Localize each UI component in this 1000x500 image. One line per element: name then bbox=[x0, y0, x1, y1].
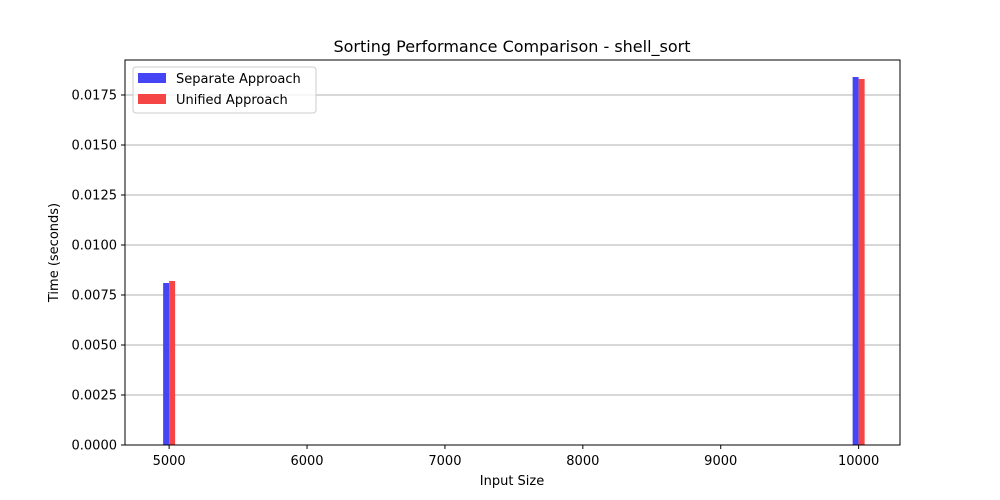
plot-frame bbox=[124, 59, 901, 446]
y-tick-label: 0.0025 bbox=[72, 389, 118, 404]
legend-label-unified: Unified Approach bbox=[176, 93, 288, 108]
y-tick-label: 0.0000 bbox=[72, 439, 118, 454]
x-tick-label: 6000 bbox=[290, 454, 323, 469]
chart-title: Sorting Performance Comparison - shell_s… bbox=[333, 37, 690, 57]
x-tick-label: 10000 bbox=[838, 454, 879, 469]
legend-label-separate: Separate Approach bbox=[176, 72, 301, 87]
bar-unified-approach bbox=[858, 79, 865, 445]
y-tick-label: 0.0100 bbox=[72, 239, 118, 254]
legend-frame bbox=[132, 66, 317, 114]
x-tick-label: 9000 bbox=[704, 454, 737, 469]
grid-layer bbox=[125, 94, 900, 446]
y-tick-label: 0.0150 bbox=[72, 139, 118, 154]
y-tick-label: 0.0050 bbox=[72, 339, 118, 354]
legend-swatch-unified bbox=[138, 94, 166, 104]
y-tick-label: 0.0175 bbox=[72, 89, 118, 104]
bar-unified-approach bbox=[169, 281, 176, 445]
y-tick-label: 0.0125 bbox=[72, 189, 118, 204]
y-tick-label: 0.0075 bbox=[72, 289, 118, 304]
x-tick-label: 5000 bbox=[153, 454, 186, 469]
x-tick-label: 7000 bbox=[428, 454, 461, 469]
y-axis-label: Time (seconds) bbox=[47, 203, 62, 303]
bar-separate-approach bbox=[852, 77, 859, 445]
x-axis: 5000 6000 7000 8000 9000 10000 bbox=[153, 445, 879, 469]
y-axis: 0.0000 0.0025 0.0050 0.0075 0.0100 0.0125 0.01… bbox=[72, 89, 125, 454]
x-axis-label: Input Size bbox=[480, 474, 544, 489]
bars-layer bbox=[163, 77, 865, 445]
legend: Separate Approach Unified Approach bbox=[132, 66, 317, 114]
x-tick-label: 8000 bbox=[566, 454, 599, 469]
bar-separate-approach bbox=[163, 283, 170, 445]
legend-swatch-separate bbox=[138, 73, 166, 83]
